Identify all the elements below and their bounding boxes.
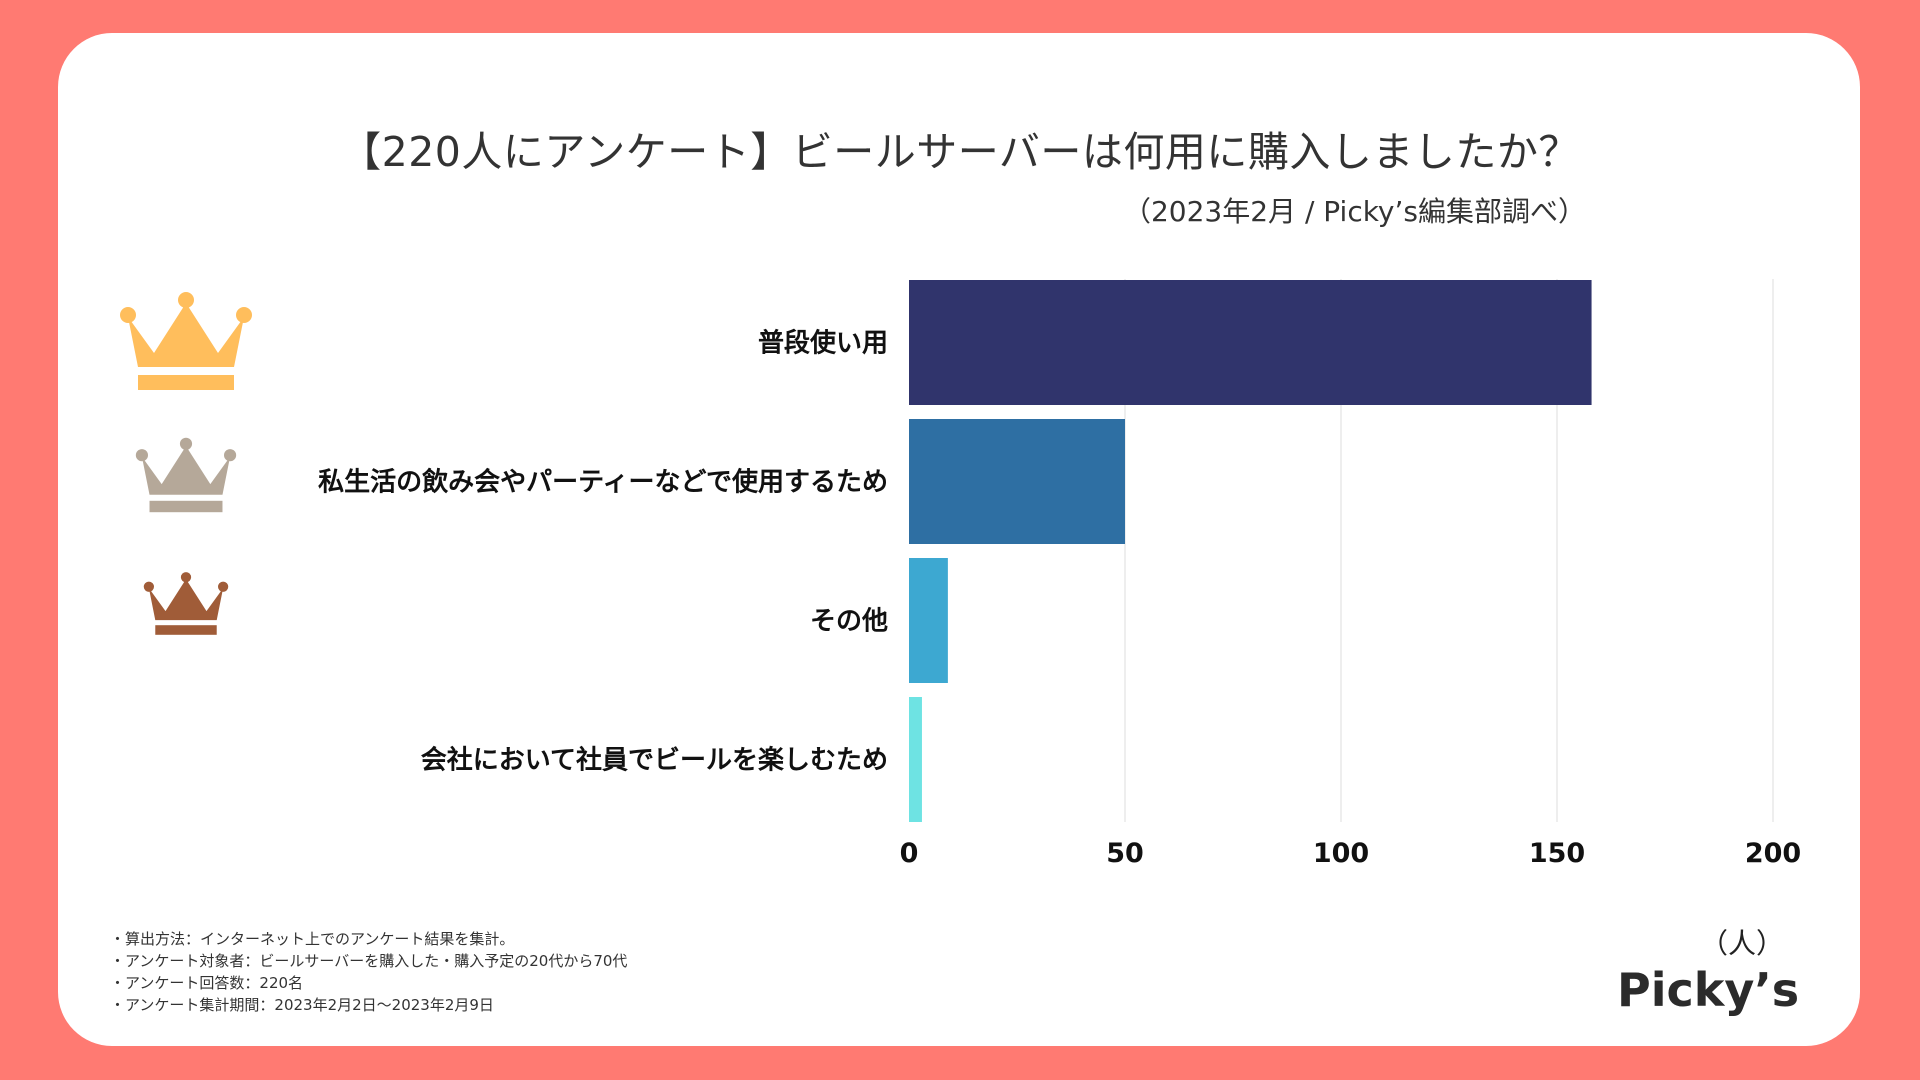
bars	[909, 280, 1592, 822]
x-axis-unit-label: （人）	[1700, 927, 1785, 960]
crown-body	[128, 303, 244, 367]
bar	[909, 558, 948, 683]
crown-jewel	[178, 292, 194, 308]
crown-jewel	[120, 307, 136, 323]
note-line: ・アンケート対象者：ビールサーバーを購入した・購入予定の20代から70代	[110, 952, 628, 970]
crown-jewel	[236, 307, 252, 323]
x-tick-label: 150	[1529, 838, 1585, 869]
crown-jewel	[179, 437, 193, 450]
crown-jewel	[135, 449, 148, 462]
bar	[909, 280, 1592, 405]
note-line: ・アンケート回答数：220名	[110, 974, 304, 992]
silver-crown-icon	[135, 437, 237, 513]
crown-band	[155, 625, 217, 635]
category-label: 会社において社員でビールを楽しむため	[421, 745, 888, 776]
rank-crowns	[120, 292, 252, 635]
chart-subtitle: （2023年2月 / Picky’s編集部調べ）	[1122, 195, 1586, 228]
crown-body	[141, 446, 231, 495]
gold-crown-icon	[120, 292, 252, 390]
x-axis-ticks: 0 50 100 150 200	[900, 838, 1802, 869]
x-tick-label: 0	[900, 838, 919, 869]
crown-jewel	[143, 581, 154, 592]
crown-band	[138, 375, 234, 390]
note-line: ・算出方法：インターネット上でのアンケート結果を集計。	[110, 930, 515, 948]
crown-jewel	[224, 449, 237, 462]
survey-notes: ・算出方法：インターネット上でのアンケート結果を集計。 ・アンケート対象者：ビー…	[110, 928, 627, 1016]
bar	[909, 419, 1125, 544]
chart-title: 【220人にアンケート】ビールサーバーは何用に購入しましたか？	[340, 128, 1580, 176]
crown-jewel	[180, 572, 192, 583]
bronze-crown-icon	[143, 572, 229, 635]
bar	[909, 697, 922, 822]
category-label: 普段使い用	[758, 328, 888, 359]
category-label: その他	[810, 607, 888, 637]
crown-jewel	[218, 581, 229, 592]
crown-body	[148, 579, 224, 621]
category-labels: 普段使い用私生活の飲み会やパーティーなどで使用するためその他会社において社員でビ…	[318, 328, 888, 776]
x-tick-label: 50	[1106, 838, 1144, 869]
crown-band	[149, 500, 223, 513]
x-tick-label: 200	[1745, 838, 1801, 869]
note-line: ・アンケート集計期間：2023年2月2日〜2023年2月9日	[110, 996, 494, 1014]
category-label: 私生活の飲み会やパーティーなどで使用するため	[318, 467, 888, 498]
x-tick-label: 100	[1313, 838, 1369, 869]
pickys-logo: Picky’s	[1617, 963, 1800, 1017]
